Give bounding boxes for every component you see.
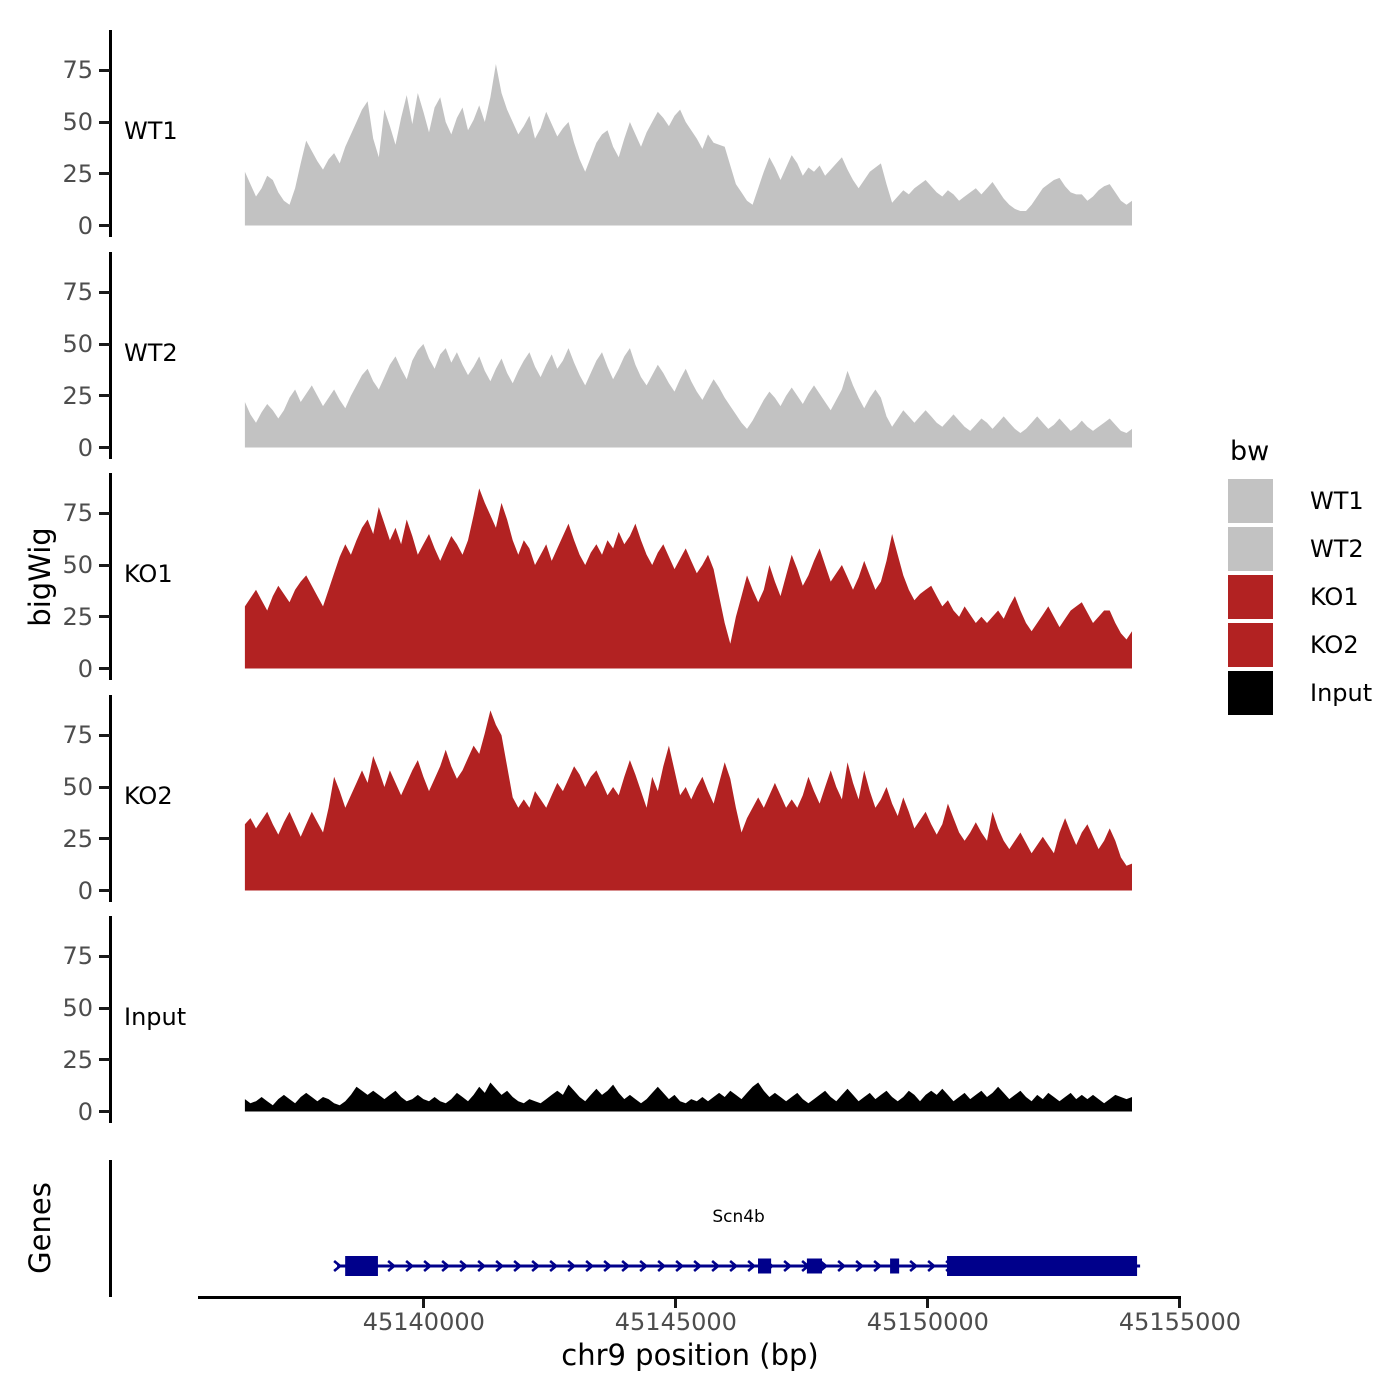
track-input-axis-line [109, 916, 112, 1123]
y-tick [99, 889, 110, 892]
legend-swatch-ko2 [1228, 623, 1273, 667]
x-tick-label: 45155000 [1118, 1308, 1241, 1336]
y-tick [99, 837, 110, 841]
y-tick [99, 563, 110, 567]
track-ko2-axis-line [109, 695, 112, 902]
y-tick [99, 785, 110, 789]
track-label-wt1: WT1 [124, 117, 178, 145]
y-tick [99, 954, 110, 958]
y-tick-label: 75 [62, 499, 93, 528]
track-wt1-axis-line [109, 30, 112, 237]
track-input-area-chart [244, 1082, 1132, 1112]
x-tick-label: 45150000 [866, 1308, 989, 1336]
y-tick-label: 75 [62, 56, 93, 85]
x-axis-title: chr9 position (bp) [561, 1338, 819, 1372]
legend-swatch-wt2 [1228, 527, 1273, 571]
y-tick-label: 25 [62, 381, 93, 410]
y-tick [99, 120, 110, 124]
y-tick [99, 446, 110, 449]
track-wt2-area-chart [244, 344, 1132, 448]
gene-exon [806, 1258, 823, 1274]
y-tick-label: 25 [62, 1045, 93, 1074]
legend-label-input: Input [1310, 679, 1373, 707]
y-tick [99, 68, 110, 72]
x-tick [926, 1299, 930, 1308]
y-tick-label: 25 [62, 159, 93, 188]
y-tick-label: 50 [62, 551, 93, 579]
legend-swatch-ko1 [1228, 575, 1273, 619]
y-tick [99, 342, 110, 346]
y-tick [99, 394, 110, 398]
y-tick-label: 0 [77, 876, 93, 905]
genes-axis-title: Genes [23, 1182, 57, 1274]
track-label-ko2: KO2 [124, 782, 173, 810]
track-ko2-area-chart [244, 710, 1132, 891]
track-label-ko1: KO1 [124, 560, 173, 588]
y-tick-label: 50 [62, 108, 93, 136]
legend-label-ko2: KO2 [1310, 631, 1359, 659]
y-tick-label: 50 [62, 994, 93, 1022]
x-axis-line [198, 1296, 1181, 1299]
legend-swatch-input [1228, 671, 1273, 715]
track-ko1-area-chart [244, 488, 1132, 669]
y-tick [99, 290, 110, 294]
y-tick-label: 75 [62, 278, 93, 307]
y-tick-label: 75 [62, 942, 93, 971]
y-tick [99, 172, 110, 176]
y-tick-label: 50 [62, 330, 93, 358]
y-tick [99, 1058, 110, 1062]
track-wt1-area-chart [244, 64, 1132, 226]
track-label-wt2: WT2 [124, 339, 178, 367]
y-tick-label: 0 [77, 654, 93, 683]
legend-label-ko1: KO1 [1310, 583, 1359, 611]
y-tick-label: 0 [77, 433, 93, 462]
legend-swatch-wt1 [1228, 479, 1273, 523]
genes-axis-line [109, 1160, 112, 1297]
y-tick-label: 0 [77, 211, 93, 240]
gene-exon [947, 1256, 1138, 1276]
legend-label-wt1: WT1 [1310, 487, 1364, 515]
y-tick-label: 50 [62, 773, 93, 801]
gene-model: Scn4b [333, 1207, 1141, 1276]
y-tick [99, 1110, 110, 1113]
gene-exon [890, 1258, 900, 1274]
y-tick-label: 25 [62, 824, 93, 853]
y-tick [99, 667, 110, 670]
x-tick-label: 45140000 [362, 1308, 485, 1336]
y-tick-label: 0 [77, 1097, 93, 1126]
track-wt2-axis-line [109, 252, 112, 459]
gene-exon [758, 1258, 772, 1274]
legend-label-wt2: WT2 [1310, 535, 1364, 563]
y-tick-label: 25 [62, 602, 93, 631]
x-tick [1178, 1299, 1182, 1308]
track-label-input: Input [124, 1003, 187, 1031]
y-tick-label: 75 [62, 721, 93, 750]
y-tick [99, 733, 110, 737]
x-tick [674, 1299, 678, 1308]
x-tick-label: 45145000 [614, 1308, 737, 1336]
track-ko1-axis-line [109, 473, 112, 680]
legend-title: bw [1230, 436, 1270, 467]
y-tick [99, 511, 110, 515]
y-tick [99, 1006, 110, 1010]
x-tick [422, 1299, 426, 1308]
gene-name-label: Scn4b [712, 1207, 765, 1227]
gene-exon [345, 1256, 378, 1276]
y-tick [99, 224, 110, 227]
y-tick [99, 615, 110, 619]
